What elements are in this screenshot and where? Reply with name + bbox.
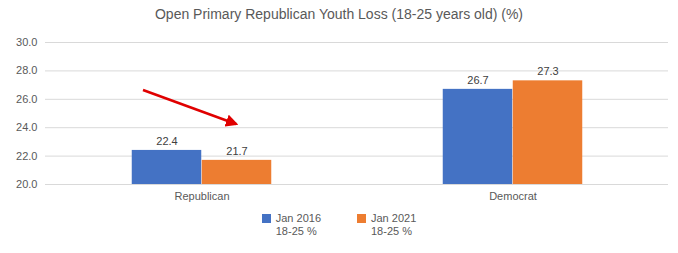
html-text:Jan 2021 18-25 %: Jan 2021 18-25 % — [371, 212, 417, 237]
svg-text:Republican: Republican — [174, 190, 229, 202]
html-text:Open Primary Republican Youth: Open Primary Republican Youth Loss (18-2… — [155, 6, 523, 22]
svg-text:27.3: 27.3 — [537, 65, 558, 77]
svg-text:Democrat: Democrat — [489, 190, 537, 202]
svg-text:20.0: 20.0 — [16, 178, 37, 190]
svg-text:26.0: 26.0 — [16, 93, 37, 105]
svg-text:28.0: 28.0 — [16, 64, 37, 76]
html-text:Jan 2016 18-25 %: Jan 2016 18-25 % — [275, 212, 321, 237]
svg-text:24.0: 24.0 — [16, 121, 37, 133]
svg-text:30.0: 30.0 — [16, 36, 37, 48]
svg-text:22.0: 22.0 — [16, 150, 37, 162]
svg-text:22.4: 22.4 — [156, 135, 177, 147]
svg-text:26.7: 26.7 — [467, 74, 488, 86]
svg-text:21.7: 21.7 — [226, 145, 247, 157]
